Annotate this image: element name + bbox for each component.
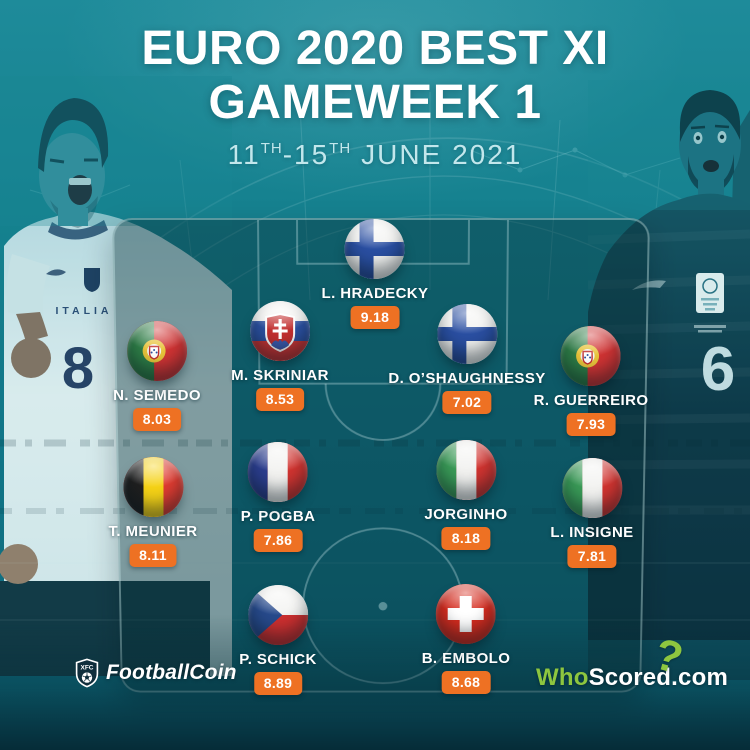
date-part: JUNE 2021 [361,139,523,170]
player-name: P. POGBA [240,508,316,525]
player-oshaughnessy: D. O’SHAUGHNESSY 7.02 [388,304,545,414]
flag-portugal-ball-icon [561,326,621,386]
player-rating-badge: 8.18 [441,527,491,550]
header: EURO 2020 BEST XI GAMEWEEK 1 11TH-15TH JU… [0,22,750,171]
player-guerreiro: R. GUERREIRO 7.93 [534,326,649,436]
player-embolo: B. EMBOLO 8.68 [422,584,511,694]
player-rating-badge: 7.93 [566,413,616,436]
flag-switzerland-ball-icon [435,584,496,644]
player-rating-badge: 9.18 [350,306,400,329]
player-name: B. EMBOLO [421,650,511,667]
player-name: D. O’SHAUGHNESSY [388,370,546,387]
flag-finland-ball-icon [436,304,497,364]
player-skriniar: M. SKRINIAR 8.53 [231,301,329,411]
date-part: 11 [227,139,261,170]
footballcoin-brand-text: FootballCoin [106,661,237,684]
player-rating-badge: 7.86 [253,529,303,552]
flag-france-ball-icon [248,442,308,502]
player-name: N. SEMEDO [113,387,201,404]
player-name: M. SKRINIAR [231,367,329,384]
player-name: R. GUERREIRO [533,392,649,409]
player-name: L. INSIGNE [550,524,634,541]
date-range: 11TH-15TH JUNE 2021 [0,139,750,171]
flag-belgium-ball-icon [122,457,183,517]
player-rating-badge: 8.03 [132,408,182,431]
page-title: EURO 2020 BEST XI GAMEWEEK 1 [0,22,750,130]
photo-player-right-france: 6 [588,80,750,680]
title-line-2: GAMEWEEK 1 [208,76,542,129]
jersey-text-italia: ITALIA [55,305,112,317]
player-rating-badge: 8.68 [441,671,491,694]
player-hradecky: L. HRADECKY 9.18 [322,219,429,329]
whoscored-text-who: Who [536,664,589,691]
player-rating-badge: 7.81 [567,545,617,568]
jersey-number-6: 6 [701,335,735,404]
flag-slovakia-ball-icon [249,301,310,361]
flag-portugal-ball-icon [127,321,187,381]
player-schick: P. SCHICK 8.89 [239,585,317,695]
player-pogba: P. POGBA 7.86 [241,442,316,552]
date-superscript: TH [329,139,352,157]
footballcoin-logo: XFC FootballCoin [74,658,237,688]
player-rating-badge: 8.11 [129,544,177,567]
player-jorginho: JORGINHO 8.18 [424,440,507,550]
player-semedo: N. SEMEDO 8.03 [113,321,201,431]
flag-italy-ball-icon [562,458,622,518]
player-rating-badge: 7.02 [442,391,492,414]
footballcoin-shield-label: XFC [81,665,94,672]
date-part: -15 [282,139,330,170]
player-name: JORGINHO [424,506,508,523]
title-line-1: EURO 2020 BEST XI [141,22,609,75]
player-rating-badge: 8.53 [255,388,305,411]
flag-finland-ball-icon [345,219,405,279]
whoscored-text-com: com [678,664,728,691]
jersey-number-8: 8 [62,336,94,401]
footballcoin-shield-icon: XFC [75,658,99,688]
flag-italy-ball-icon [436,440,496,500]
player-rating-badge: 8.89 [253,672,303,695]
flag-czech-republic-ball-icon [247,585,308,645]
player-insigne: L. INSIGNE 7.81 [550,458,633,568]
player-meunier: T. MEUNIER 8.11 [108,457,197,567]
date-superscript: TH [260,139,283,157]
player-name: P. SCHICK [239,651,317,668]
player-name: L. HRADECKY [321,285,429,302]
player-name: T. MEUNIER [108,523,198,540]
whoscored-logo: ? WhoScored.com [536,629,728,692]
